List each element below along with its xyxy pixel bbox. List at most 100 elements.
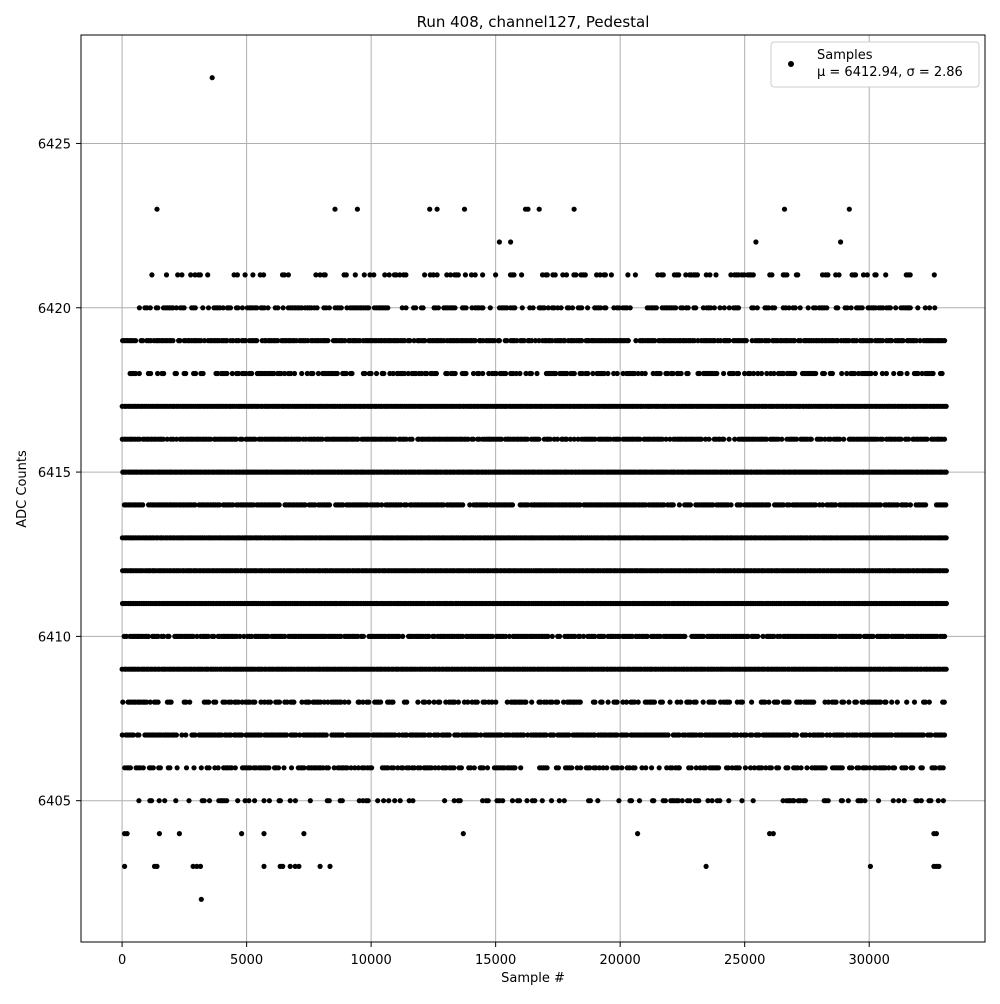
data-point [934, 831, 939, 836]
data-point [366, 700, 371, 705]
data-point [549, 798, 554, 803]
data-point [381, 798, 386, 803]
data-point [136, 732, 141, 737]
data-point [174, 732, 179, 737]
data-point [714, 371, 719, 376]
data-point [944, 535, 949, 540]
data-point [616, 798, 621, 803]
data-point [751, 798, 756, 803]
data-point [585, 371, 590, 376]
data-point [689, 765, 694, 770]
data-point [651, 798, 656, 803]
data-point [512, 765, 517, 770]
data-point [726, 798, 731, 803]
data-point [595, 798, 600, 803]
data-point [510, 798, 515, 803]
data-point [381, 371, 386, 376]
data-point [619, 765, 624, 770]
data-point [524, 798, 529, 803]
data-point [868, 864, 873, 869]
data-point [261, 864, 266, 869]
data-point [174, 371, 179, 376]
data-point [415, 700, 420, 705]
data-point [529, 371, 534, 376]
data-point [605, 371, 610, 376]
data-point [727, 437, 732, 442]
data-point [169, 700, 174, 705]
data-point [167, 765, 172, 770]
data-point [427, 700, 432, 705]
data-point [340, 798, 345, 803]
data-point [787, 700, 792, 705]
data-point [299, 371, 304, 376]
data-point [936, 864, 941, 869]
data-point [649, 765, 654, 770]
data-point [199, 765, 204, 770]
data-point [736, 371, 741, 376]
data-point [928, 798, 933, 803]
data-point [361, 634, 366, 639]
data-point [557, 798, 562, 803]
data-point [666, 732, 671, 737]
data-point [268, 700, 273, 705]
data-point [846, 798, 851, 803]
data-point [517, 798, 522, 803]
data-point [902, 798, 907, 803]
data-point [944, 470, 949, 475]
data-point [615, 371, 620, 376]
data-point [485, 765, 490, 770]
data-point [235, 798, 240, 803]
data-point [562, 798, 567, 803]
data-point [889, 700, 894, 705]
data-point [239, 831, 244, 836]
data-point [600, 700, 605, 705]
data-point [369, 765, 374, 770]
data-point [475, 700, 480, 705]
data-point [696, 798, 701, 803]
data-point [404, 700, 409, 705]
data-point [942, 732, 947, 737]
data-point [198, 864, 203, 869]
data-point [809, 437, 814, 442]
data-point [510, 502, 515, 507]
data-point [288, 798, 293, 803]
data-point [280, 864, 285, 869]
data-point [942, 437, 947, 442]
data-point [202, 798, 207, 803]
data-point [141, 765, 146, 770]
data-point [463, 371, 468, 376]
data-point [556, 765, 561, 770]
data-point [335, 371, 340, 376]
data-point [846, 700, 851, 705]
data-point [721, 371, 726, 376]
data-point [804, 765, 809, 770]
data-point [252, 700, 257, 705]
data-point [301, 831, 306, 836]
data-point [277, 502, 282, 507]
data-point [442, 798, 447, 803]
data-point [578, 765, 583, 770]
data-point [293, 798, 298, 803]
data-point [151, 765, 156, 770]
data-point [896, 798, 901, 803]
data-point [569, 765, 574, 770]
data-point [529, 700, 534, 705]
data-point [636, 700, 641, 705]
data-point [766, 502, 771, 507]
data-point [785, 765, 790, 770]
data-point [671, 502, 676, 507]
data-point [318, 864, 323, 869]
data-point [310, 371, 315, 376]
data-point [500, 798, 505, 803]
data-point [266, 765, 271, 770]
data-point [276, 765, 281, 770]
data-point [459, 765, 464, 770]
data-point [632, 765, 637, 770]
data-point [437, 700, 442, 705]
data-point [823, 765, 828, 770]
data-point [943, 502, 948, 507]
data-point [643, 371, 648, 376]
data-point [517, 371, 522, 376]
